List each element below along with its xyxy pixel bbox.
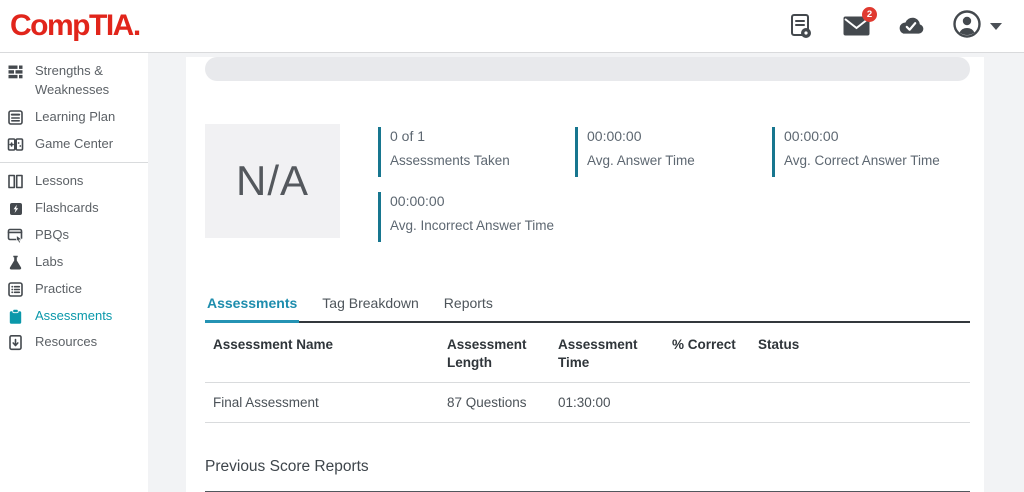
top-header: CompTIA. 2 — [0, 0, 1024, 53]
sidebar-divider — [0, 162, 148, 164]
stat-value: 0 of 1 — [390, 128, 426, 144]
mail-badge: 2 — [862, 7, 877, 22]
stat-label: Assessments Taken — [390, 153, 510, 168]
sidebar-nav: Strengths & Weaknesses Learning Plan Gam… — [0, 53, 148, 492]
cell-assessment-length: 87 Questions — [447, 395, 527, 411]
sidebar-item-flashcards[interactable]: Flashcards — [0, 195, 148, 222]
sidebar-item-label: Practice — [35, 280, 82, 296]
col-assessment-length: Assessment Length — [447, 337, 527, 371]
comptia-logo: CompTIA. — [10, 9, 141, 42]
col-status: Status — [758, 337, 800, 352]
game-center-icon — [7, 137, 24, 151]
sidebar-item-label: Flashcards — [35, 200, 99, 216]
assessments-panel: N/A 0 of 1 Assessments Taken 00:00:00 Av… — [186, 57, 984, 492]
cell-status — [758, 395, 970, 410]
sidebar-item-resources[interactable]: Resources — [0, 329, 148, 356]
tab-assessments[interactable]: Assessments — [205, 295, 300, 323]
summary-section: N/A 0 of 1 Assessments Taken 00:00:00 Av… — [205, 124, 970, 242]
cell-assessment-name: Final Assessment — [213, 395, 319, 411]
assessments-table-header: Assessment Name Assessment Length Assess… — [205, 323, 970, 384]
tab-reports[interactable]: Reports — [443, 295, 493, 311]
sidebar-item-learning-plan[interactable]: Learning Plan — [0, 104, 148, 131]
mail-icon[interactable]: 2 — [842, 7, 877, 40]
score-report-icon[interactable] — [787, 12, 815, 40]
col-assessment-name: Assessment Name — [213, 337, 334, 352]
sidebar-item-label: Lessons — [35, 173, 84, 189]
resources-icon — [9, 335, 22, 351]
stat-label: Avg. Correct Answer Time — [784, 153, 940, 168]
sidebar-item-label: PBQs — [35, 227, 69, 243]
stat-avg-correct-answer-time: 00:00:00 Avg. Correct Answer Time — [772, 127, 969, 177]
stat-value: 00:00:00 — [784, 128, 839, 144]
stat-label: Avg. Answer Time — [587, 153, 695, 168]
caret-down-icon — [990, 22, 1002, 30]
content-area: N/A 0 of 1 Assessments Taken 00:00:00 Av… — [148, 53, 1024, 492]
sidebar-item-label: Strengths & Weaknesses — [35, 63, 110, 97]
header-icon-bar: 2 — [787, 7, 1002, 44]
score-na-box: N/A — [205, 124, 340, 238]
page-body: Strengths & Weaknesses Learning Plan Gam… — [0, 53, 1024, 492]
labs-icon — [9, 255, 22, 270]
sidebar-item-label: Assessments — [35, 307, 113, 323]
previous-score-reports-title: Previous Score Reports — [205, 458, 369, 476]
sidebar-item-lessons[interactable]: Lessons — [0, 168, 148, 195]
cell-percent-correct — [672, 395, 758, 410]
learning-plan-icon — [8, 109, 23, 125]
sliders-icon — [8, 65, 23, 79]
sidebar-item-label: Game Center — [35, 135, 114, 151]
sidebar-item-labs[interactable]: Labs — [0, 249, 148, 276]
stats-grid: 0 of 1 Assessments Taken 00:00:00 Avg. A… — [378, 127, 969, 242]
stat-value: 00:00:00 — [390, 193, 445, 209]
sidebar-item-label: Learning Plan — [35, 108, 116, 124]
sidebar-item-practice[interactable]: Practice — [0, 276, 148, 303]
stat-value: 00:00:00 — [587, 128, 642, 144]
cloud-sync-icon[interactable] — [897, 12, 925, 40]
progress-bar — [205, 57, 970, 81]
cell-assessment-time: 01:30:00 — [558, 395, 611, 411]
sidebar-item-label: Labs — [35, 253, 64, 269]
stat-label: Avg. Incorrect Answer Time — [390, 218, 555, 233]
sidebar-item-label: Resources — [35, 334, 98, 350]
tab-bar: Assessments Tag Breakdown Reports — [205, 295, 970, 323]
account-menu[interactable] — [952, 9, 1002, 44]
sidebar-item-pbqs[interactable]: PBQs — [0, 222, 148, 249]
stat-assessments-taken: 0 of 1 Assessments Taken — [378, 127, 575, 177]
col-percent-correct: % Correct — [672, 337, 736, 352]
flashcards-icon — [10, 203, 22, 216]
table-row-final-assessment[interactable]: Final Assessment 87 Questions 01:30:00 — [205, 383, 970, 424]
stat-avg-incorrect-answer-time: 00:00:00 Avg. Incorrect Answer Time — [378, 192, 575, 242]
lessons-icon — [8, 175, 23, 189]
pbq-icon — [7, 228, 23, 244]
account-icon — [952, 9, 982, 44]
sidebar-item-game-center[interactable]: Game Center — [0, 131, 148, 158]
assessments-icon — [9, 308, 22, 324]
stat-avg-answer-time: 00:00:00 Avg. Answer Time — [575, 127, 772, 177]
sidebar-item-assessments[interactable]: Assessments — [0, 303, 148, 330]
col-assessment-time: Assessment Time — [558, 337, 638, 371]
tab-tag-breakdown[interactable]: Tag Breakdown — [322, 295, 419, 311]
sidebar-item-strengths-weaknesses[interactable]: Strengths & Weaknesses — [0, 58, 148, 104]
practice-icon — [8, 281, 23, 297]
